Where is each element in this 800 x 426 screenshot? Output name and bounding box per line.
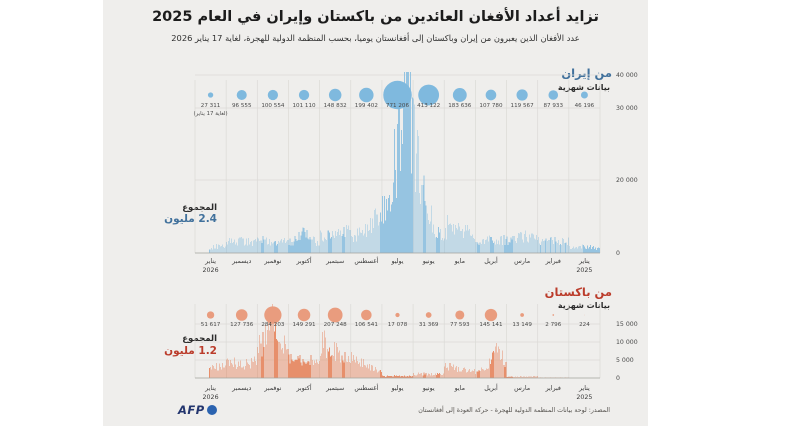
pakistan-monthly-data-label: بيانات شهرية xyxy=(557,301,610,310)
svg-text:يناير: يناير xyxy=(578,258,590,265)
svg-text:199 402: 199 402 xyxy=(355,103,378,109)
svg-text:5 000: 5 000 xyxy=(616,357,634,364)
iran-monthly-values: 27 311 (لغاية 17 يناير) 96 555 100 554 101 1… xyxy=(194,103,595,117)
svg-text:101 110: 101 110 xyxy=(292,103,316,109)
svg-text:مارس: مارس xyxy=(514,385,530,392)
svg-text:نوفمبر: نوفمبر xyxy=(263,258,281,265)
svg-text:مارس: مارس xyxy=(514,258,530,265)
svg-text:أغسطس: أغسطس xyxy=(354,383,378,392)
iran-monthly-bubbles xyxy=(207,80,588,110)
svg-text:سبتمبر: سبتمبر xyxy=(325,258,344,265)
svg-text:0: 0 xyxy=(616,375,620,382)
svg-text:فبراير: فبراير xyxy=(545,258,561,265)
iran-daily-bars xyxy=(209,72,600,254)
svg-text:51 617: 51 617 xyxy=(201,322,221,328)
pakistan-total-label: المجموع xyxy=(182,334,217,344)
svg-text:يوليو: يوليو xyxy=(390,385,403,392)
svg-text:127 736: 127 736 xyxy=(230,322,254,328)
svg-text:0: 0 xyxy=(616,250,620,257)
svg-text:ديسمبر: ديسمبر xyxy=(231,385,251,392)
svg-text:2026: 2026 xyxy=(203,394,219,401)
svg-text:أكتوبر: أكتوبر xyxy=(295,383,311,392)
svg-text:87 933: 87 933 xyxy=(543,103,563,109)
svg-text:2025: 2025 xyxy=(576,394,592,401)
pakistan-value-gridlines xyxy=(195,323,600,361)
pakistan-month-gridlines xyxy=(194,304,601,378)
svg-text:يناير: يناير xyxy=(204,385,216,392)
iran-section-title: من إيران xyxy=(561,66,612,80)
iran-chart: 27 311 (لغاية 17 يناير) 96 555 100 554 101 1… xyxy=(194,72,638,274)
svg-text:نوفمبر: نوفمبر xyxy=(263,385,281,392)
svg-text:10 000: 10 000 xyxy=(616,339,638,346)
svg-text:فبراير: فبراير xyxy=(545,385,561,392)
svg-text:284 203: 284 203 xyxy=(261,322,285,328)
afp-globe-icon xyxy=(206,405,217,415)
svg-text:77 593: 77 593 xyxy=(450,322,470,328)
pakistan-daily-bars xyxy=(209,304,569,378)
svg-text:سبتمبر: سبتمبر xyxy=(325,385,344,392)
iran-total-value: 2.4 مليون xyxy=(164,213,217,225)
svg-text:27 311: 27 311 xyxy=(201,103,221,109)
svg-text:100 554: 100 554 xyxy=(261,103,285,109)
iran-total-label: المجموع xyxy=(182,203,217,213)
svg-text:أبريل: أبريل xyxy=(484,256,498,265)
svg-text:يونيو: يونيو xyxy=(422,385,435,392)
svg-text:أكتوبر: أكتوبر xyxy=(295,256,311,265)
svg-text:30 000: 30 000 xyxy=(616,105,638,112)
source-note: المصدر: لوحة بيانات المنظمة الدولية للهج… xyxy=(418,407,610,414)
svg-text:145 141: 145 141 xyxy=(479,322,503,328)
svg-text:107 780: 107 780 xyxy=(479,103,503,109)
svg-text:183 636: 183 636 xyxy=(448,103,472,109)
svg-text:224: 224 xyxy=(579,322,590,328)
pakistan-monthly-values: 51 617 127 736 284 203 149 291 207 248 106 54… xyxy=(201,322,590,328)
svg-text:148 832: 148 832 xyxy=(324,103,347,109)
pakistan-monthly-bubbles xyxy=(206,306,585,324)
svg-text:20 000: 20 000 xyxy=(616,177,638,184)
afp-logo-text: AFP xyxy=(178,403,205,417)
pakistan-section-title: من باكستان xyxy=(544,285,612,299)
svg-text:أبريل: أبريل xyxy=(484,383,498,392)
page-title: تزايد أعداد الأفغان العائدين من باكستان … xyxy=(152,9,599,25)
afp-logo: AFP xyxy=(178,403,217,417)
svg-text:96 555: 96 555 xyxy=(232,103,252,109)
svg-text:106 541: 106 541 xyxy=(355,322,379,328)
svg-text:31 369: 31 369 xyxy=(419,322,439,328)
svg-text:207 248: 207 248 xyxy=(324,322,348,328)
svg-text:13 149: 13 149 xyxy=(512,322,532,328)
pakistan-chart: 51 617 127 736 284 203 149 291 207 248 106 54… xyxy=(194,304,638,401)
svg-text:2026: 2026 xyxy=(203,267,219,274)
iran-value-gridlines xyxy=(195,74,600,181)
svg-text:مايو: مايو xyxy=(454,258,465,265)
svg-text:يناير: يناير xyxy=(578,385,590,392)
iran-monthly-data-label: بيانات شهرية xyxy=(557,83,610,92)
svg-text:771 206: 771 206 xyxy=(386,103,410,109)
pakistan-total-value: 1.2 مليون xyxy=(164,345,217,357)
svg-text:2 796: 2 796 xyxy=(545,322,561,328)
iran-month-labels: يناير 2026 ديسمبر نوفمبر أكتوبر سبتمبر أغسطس يو… xyxy=(203,256,593,274)
svg-text:17 078: 17 078 xyxy=(388,322,408,328)
svg-text:يوليو: يوليو xyxy=(390,258,403,265)
svg-text:119 567: 119 567 xyxy=(511,103,535,109)
pakistan-y-tick-labels: 0 5 000 10 000 15 000 xyxy=(616,321,638,382)
page-subtitle: عدد الأفغان الذين يعبرون من إيران وباكست… xyxy=(171,33,580,43)
svg-text:413 122: 413 122 xyxy=(417,103,440,109)
svg-text:ديسمبر: ديسمبر xyxy=(231,258,251,265)
svg-text:يناير: يناير xyxy=(204,258,216,265)
svg-text:يونيو: يونيو xyxy=(422,258,435,265)
iran-month-gridlines xyxy=(194,80,601,253)
pakistan-month-labels: يناير 2026 ديسمبر نوفمبر أكتوبر سبتمبر أغسطس يو… xyxy=(203,383,593,401)
svg-text:أغسطس: أغسطس xyxy=(354,256,378,265)
svg-text:2025: 2025 xyxy=(576,267,592,274)
svg-text:40 000: 40 000 xyxy=(616,72,638,79)
svg-text:46 196: 46 196 xyxy=(575,103,595,109)
svg-text:مايو: مايو xyxy=(454,385,465,392)
svg-text:(لغاية 17 يناير): (لغاية 17 يناير) xyxy=(194,111,228,117)
svg-text:15 000: 15 000 xyxy=(616,321,638,328)
infographic-panel: تزايد أعداد الأفغان العائدين من باكستان … xyxy=(103,0,648,426)
iran-y-tick-labels: 0 20 000 30 000 40 000 xyxy=(616,72,638,257)
svg-text:149 291: 149 291 xyxy=(292,322,316,328)
